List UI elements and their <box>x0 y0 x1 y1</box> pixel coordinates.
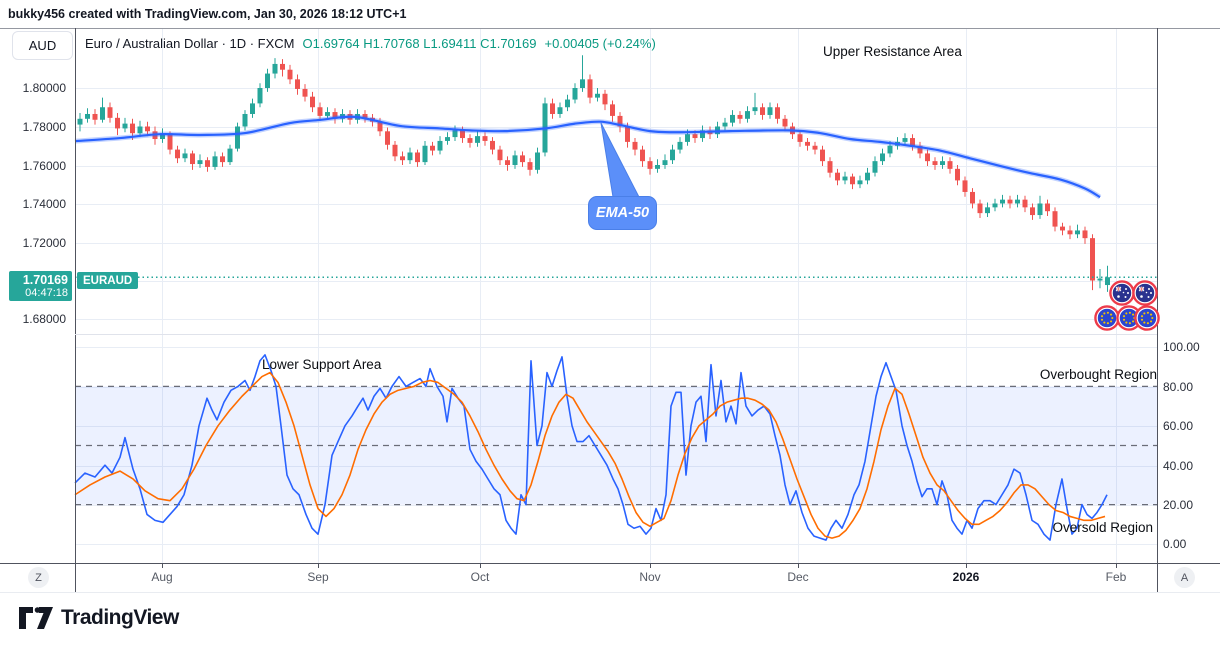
time-axis-label-oct[interactable]: Oct <box>470 570 490 584</box>
currency-symbol-box[interactable]: AUD <box>12 31 73 60</box>
change-value: +0.00405 (+0.24%) <box>544 36 656 51</box>
stochastic-axis-label: 40.00 <box>1163 459 1194 473</box>
time-axis-label-nov[interactable]: Nov <box>639 570 661 584</box>
bottom-right-button[interactable]: A <box>1174 567 1195 588</box>
stochastic-axis-label: 80.00 <box>1163 380 1194 394</box>
price-axis-label: 1.68000 <box>22 312 66 326</box>
price-axis-label: 1.78000 <box>22 120 66 134</box>
stochastic-axis-label: 60.00 <box>1163 419 1194 433</box>
bottom-left-button[interactable]: Z <box>28 567 49 588</box>
time-axis-label-sep[interactable]: Sep <box>307 570 329 584</box>
stoch-k-line <box>74 354 1108 541</box>
price-axis-label: 1.80000 <box>22 81 66 95</box>
australia-flag-sticker[interactable] <box>1132 280 1158 311</box>
stochastic-band <box>75 385 1157 506</box>
current-price-badge: 1.70169 04:47:18 <box>9 271 72 301</box>
time-axis-label-feb[interactable]: Feb <box>1105 570 1127 584</box>
time-axis-label-dec[interactable]: Dec <box>787 570 809 584</box>
stochastic-axis-label: 20.00 <box>1163 498 1194 512</box>
tradingview-wordmark: TradingView <box>61 606 179 629</box>
time-axis-label-aug[interactable]: Aug <box>151 570 173 584</box>
watermark-text: bukky456 created with TradingView.com, J… <box>8 7 407 21</box>
candles-series <box>77 55 1110 292</box>
eu-flag-sticker[interactable] <box>1134 305 1160 336</box>
grid-lines <box>75 28 1157 563</box>
tradingview-logo-icon <box>19 607 53 629</box>
tradingview-logo[interactable]: TradingView <box>18 604 179 632</box>
symbol-price-label: EURAUD <box>77 272 139 289</box>
stochastic-axis-label: 0.00 <box>1163 537 1187 551</box>
ema50-callout-pointer <box>600 122 640 198</box>
price-axis-label: 1.76000 <box>22 159 66 173</box>
bar-countdown: 04:47:18 <box>25 287 68 300</box>
oversold-region-annotation[interactable]: Oversold Region <box>1052 520 1153 535</box>
ema50-line <box>74 114 1102 200</box>
stochastic-axis-label: 100.00 <box>1163 340 1200 354</box>
symbol-title[interactable]: Euro / Australian Dollar · 1D · FXCM <box>85 36 295 51</box>
eu-flag-sticker[interactable] <box>1116 305 1142 336</box>
chart-legend: Euro / Australian Dollar · 1D · FXCM O1.6… <box>85 36 656 51</box>
price-axis-label: 1.72000 <box>22 236 66 250</box>
time-axis-label-2026[interactable]: 2026 <box>952 570 980 584</box>
upper-resistance-annotation[interactable]: Upper Resistance Area <box>823 44 962 59</box>
price-axis-label: 1.74000 <box>22 197 66 211</box>
ohlc-values: O1.69764 H1.70768 L1.69411 C1.70169 <box>302 36 537 51</box>
overbought-region-annotation[interactable]: Overbought Region <box>1039 367 1157 382</box>
ema50-callout[interactable]: EMA-50 <box>588 196 657 230</box>
lower-support-annotation[interactable]: Lower Support Area <box>262 357 382 372</box>
axis-borders <box>0 28 1220 593</box>
stoch-d-line <box>74 371 1106 539</box>
current-price-value: 1.70169 <box>22 273 68 287</box>
